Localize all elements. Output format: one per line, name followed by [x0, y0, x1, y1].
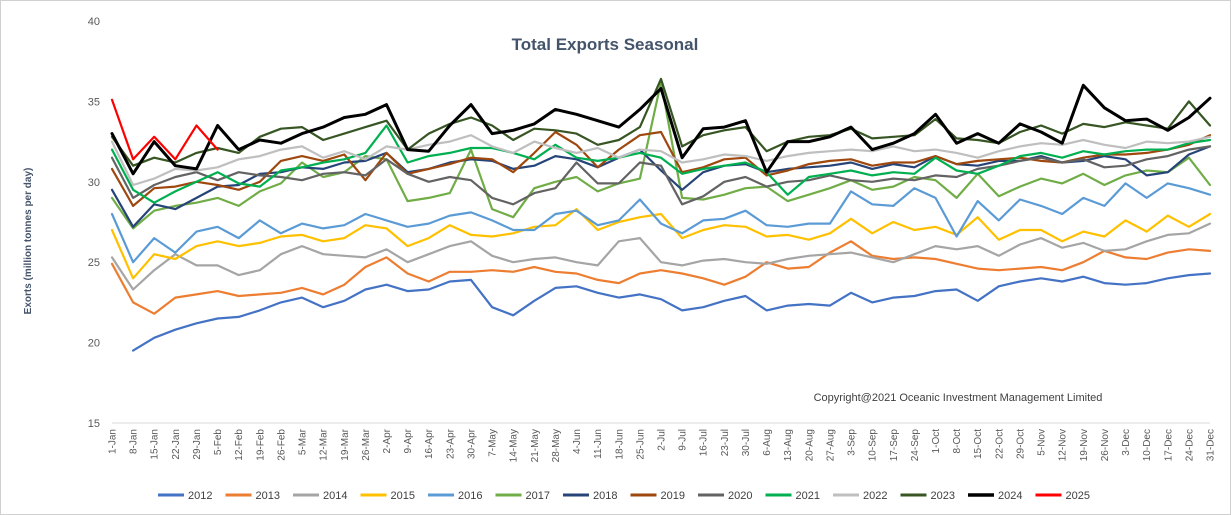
legend-label-2016: 2016	[458, 490, 482, 502]
x-tick-label: 5-Mar	[298, 428, 309, 455]
x-tick-label: 25-Jun	[635, 429, 646, 460]
chart-title: Total Exports Seasonal	[512, 35, 699, 54]
x-tick-label: 14-May	[509, 429, 520, 462]
legend-label-2013: 2013	[256, 490, 280, 502]
series-line-2014	[110, 222, 1212, 291]
x-tick-label: 5-Feb	[213, 429, 224, 456]
x-tick-label: 5-Nov	[1037, 429, 1048, 456]
x-tick-label: 6-Aug	[762, 429, 773, 456]
x-tick-label: 23-Apr	[445, 428, 456, 459]
x-tick-label: 23-Jul	[720, 429, 731, 456]
x-tick-label: 19-Feb	[255, 429, 266, 461]
x-tick-label: 13-Aug	[783, 429, 794, 461]
series-line-2022	[110, 134, 1212, 187]
x-tick-label: 29-Oct	[1015, 429, 1026, 459]
x-tick-label: 22-Jan	[171, 429, 182, 460]
x-tick-label: 22-Oct	[994, 429, 1005, 459]
legend-label-2021: 2021	[796, 490, 820, 502]
x-tick-label: 10-Sep	[868, 429, 879, 462]
y-axis-label: Exorts (million tonnes per day)	[23, 168, 34, 315]
x-tick-label: 30-Jul	[741, 429, 752, 456]
legend-label-2018: 2018	[593, 490, 617, 502]
x-tick-label: 17-Dec	[1163, 429, 1174, 461]
x-tick-label: 3-Sep	[847, 429, 858, 456]
x-tick-label: 29-Jan	[192, 429, 203, 460]
series-line-2013	[110, 240, 1212, 315]
legend-label-2017: 2017	[526, 490, 550, 502]
x-tick-label: 9-Apr	[403, 428, 414, 453]
x-tick-label: 24-Dec	[1184, 429, 1195, 461]
x-tick-label: 26-Feb	[276, 429, 287, 461]
y-tick-label: 30	[88, 177, 100, 189]
x-tick-label: 24-Sep	[910, 429, 921, 462]
y-tick-label: 25	[88, 257, 100, 269]
x-tick-label: 15-Jan	[150, 429, 161, 460]
x-tick-label: 11-Jun	[593, 429, 604, 459]
y-tick-label: 15	[88, 418, 100, 430]
y-tick-label: 40	[88, 16, 100, 28]
y-tick-label: 35	[88, 96, 100, 108]
series-line-2016	[110, 182, 1212, 264]
legend-label-2022: 2022	[863, 490, 887, 502]
series-line-2025	[110, 98, 219, 161]
x-tick-label: 7-May	[488, 429, 499, 457]
legend-label-2025: 2025	[1066, 490, 1090, 502]
legend-label-2012: 2012	[188, 490, 212, 502]
x-tick-label: 12-Feb	[234, 429, 245, 461]
legend-label-2014: 2014	[323, 490, 347, 502]
x-tick-label: 28-May	[551, 429, 562, 462]
x-tick-label: 20-Aug	[804, 429, 815, 461]
x-tick-label: 1-Jan	[108, 429, 119, 454]
legend-label-2020: 2020	[728, 490, 752, 502]
x-tick-label: 19-Mar	[340, 428, 351, 460]
x-tick-label: 15-Oct	[973, 429, 984, 459]
legend-label-2024: 2024	[998, 490, 1022, 502]
series-line-2021	[110, 124, 1212, 204]
series-line-2024	[110, 83, 1212, 176]
x-tick-label: 26-Mar	[361, 428, 372, 460]
series-lines	[110, 77, 1212, 352]
y-axis-ticks: 15 20 25 30 35 40	[88, 16, 100, 430]
x-tick-label: 12-Mar	[319, 428, 330, 460]
x-tick-label: 2-Apr	[382, 428, 393, 453]
x-tick-label: 17-Sep	[889, 429, 900, 462]
series-line-2012	[132, 272, 1212, 352]
x-axis-ticks: 1-Jan 8-Jan 15-Jan 22-Jan 29-Jan 5-Feb 12-Feb 1…	[108, 428, 1217, 462]
legend-label-2019: 2019	[661, 490, 685, 502]
series-line-2015	[110, 208, 1212, 280]
x-tick-label: 18-Jun	[614, 429, 625, 460]
x-tick-label: 4-Jun	[572, 429, 583, 454]
x-tick-label: 8-Jan	[129, 429, 140, 454]
x-tick-label: 31-Dec	[1206, 429, 1217, 461]
legend-label-2023: 2023	[931, 490, 955, 502]
x-tick-label: 19-Nov	[1079, 429, 1090, 461]
x-tick-label: 12-Nov	[1058, 429, 1069, 461]
series-line-2020	[110, 145, 1212, 206]
x-tick-label: 3-Dec	[1121, 429, 1132, 456]
x-tick-label: 2-Jul	[657, 429, 668, 451]
x-tick-label: 27-Aug	[825, 429, 836, 461]
x-tick-label: 9-Jul	[678, 429, 689, 451]
x-tick-label: 16-Apr	[424, 428, 435, 459]
y-tick-label: 20	[88, 338, 100, 350]
x-tick-label: 16-Jul	[699, 429, 710, 456]
x-tick-label: 21-May	[530, 429, 541, 462]
x-tick-label: 1-Oct	[931, 429, 942, 454]
series-line-2023	[110, 77, 1212, 167]
legend: 2012 2013 2014 2015 2016 2017 2018 2019 2020 2021…	[158, 490, 1090, 502]
x-tick-label: 26-Nov	[1100, 429, 1111, 461]
legend-label-2015: 2015	[391, 490, 415, 502]
x-tick-label: 30-Apr	[466, 428, 477, 459]
x-tick-label: 10-Dec	[1142, 429, 1153, 461]
x-tick-label: 8-Oct	[952, 429, 963, 454]
copyright-annotation: Copyright@2021 Oceanic Investment Manage…	[814, 392, 1103, 404]
